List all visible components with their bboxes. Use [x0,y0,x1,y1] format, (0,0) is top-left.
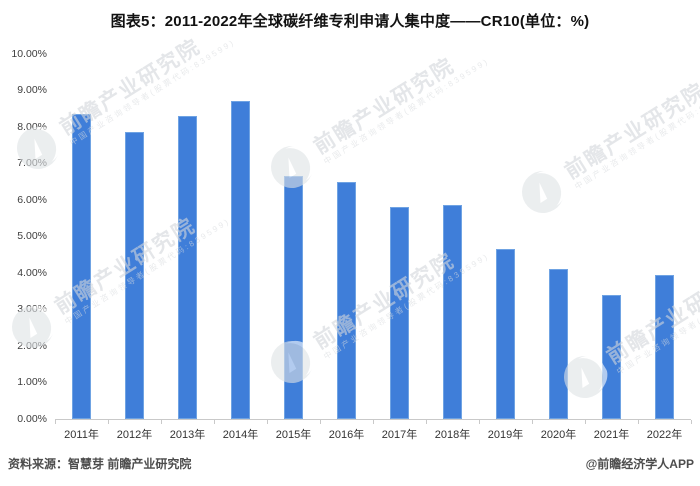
footer-credit: @前瞻经济学人APP [585,457,694,471]
x-axis-label: 2015年 [275,429,312,441]
bar-2017年 [390,207,409,419]
watermark-text: 前瞻产业研究院中国产业咨询领导者(股票代码:839599) [310,37,491,167]
chart-title: 图表5：2011-2022年全球碳纤维专利申请人集中度——CR10(单位：%) [110,13,590,30]
y-axis-label: 3.00% [17,303,47,315]
axis-tick [373,420,374,424]
y-axis-label: 4.00% [17,266,47,279]
watermark-brand: 前瞻产业研究院 [309,53,459,159]
axis-tick [691,420,692,424]
x-axis-label: 2017年 [381,429,418,441]
y-axis-label: 9.00% [17,84,47,96]
bar-2013年 [178,116,197,419]
watermark-text: 前瞻产业研究院中国产业咨询领导者(股票代码:839599) [561,62,700,192]
y-axis-label: 5.00% [17,230,47,242]
bar-2021年 [602,294,621,419]
y-axis-label: 1.00% [17,376,47,388]
axis-tick [532,420,533,424]
axis-tick [267,420,268,424]
axis-tick [55,420,56,424]
x-axis-label: 2021年 [593,429,630,441]
y-axis-label: 8.00% [17,120,47,133]
axis-tick [161,420,162,424]
watermark-tile: 前瞻产业研究院中国产业咨询领导者(股票代码:839599) [513,55,700,227]
bar-2022年 [655,274,674,419]
axis-tick [479,420,480,424]
axis-tick [214,420,215,424]
bar-2014年 [231,101,250,419]
x-axis-label: 2012年 [116,429,153,441]
watermark-logo-icon [513,162,576,227]
axis-tick [108,420,109,424]
bar-2012年 [125,132,144,419]
footer-source: 资料来源：智慧芽 前瞻产业研究院 [8,457,192,471]
watermark-brand: 前瞻产业研究院 [560,78,700,184]
y-axis-label: 2.00% [17,339,47,352]
watermark-tagline: 中国产业咨询领导者(股票代码:839599) [67,36,237,147]
axis-tick [320,420,321,424]
watermark-tagline: 中国产业咨询领导者(股票代码:839599) [321,55,491,166]
axis-tick [585,420,586,424]
bar-2018年 [443,205,462,419]
bar-2020年 [549,269,568,419]
x-axis-label: 2016年 [328,429,365,441]
x-axis-line [55,419,691,420]
x-axis-label: 2019年 [487,429,524,441]
watermark-tagline: 中国产业咨询领导者(股票代码:839599) [572,80,700,191]
bar-2015年 [284,176,303,419]
axis-tick [638,420,639,424]
x-axis-label: 2013年 [169,429,206,441]
bar-2016年 [337,181,356,419]
bar-2011年 [72,114,91,419]
x-axis-label: 2020年 [540,429,577,441]
x-axis-label: 2011年 [64,429,99,441]
bar-2019年 [496,249,515,419]
axis-tick [426,420,427,424]
x-axis-label: 2018年 [434,429,471,441]
y-axis-label: 6.00% [17,193,47,206]
y-axis-label: 0.00% [17,412,47,425]
x-axis-label: 2022年 [646,429,683,441]
y-axis-label: 10.00% [11,47,47,60]
y-axis-label: 7.00% [17,157,47,169]
x-axis-label: 2014年 [222,429,259,441]
